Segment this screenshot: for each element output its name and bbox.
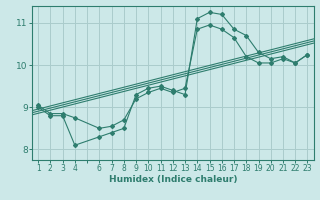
X-axis label: Humidex (Indice chaleur): Humidex (Indice chaleur) <box>108 175 237 184</box>
